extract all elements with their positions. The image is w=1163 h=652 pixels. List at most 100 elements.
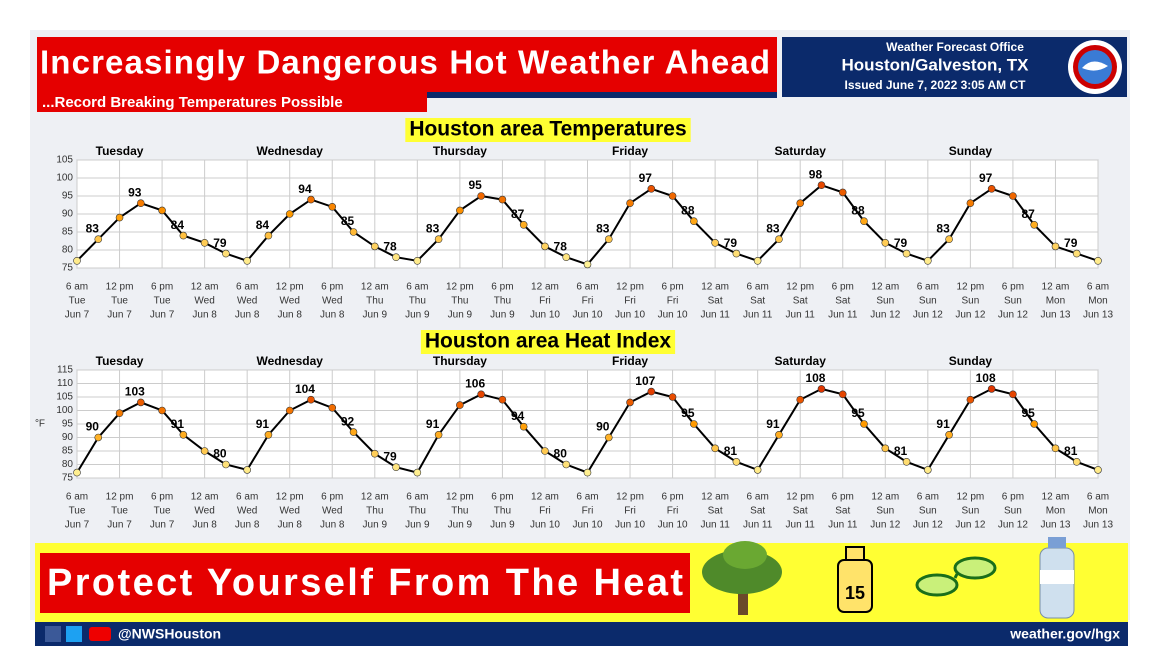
x-tick-weekday: Wed bbox=[322, 296, 342, 307]
data-point bbox=[1051, 444, 1060, 453]
data-point bbox=[413, 468, 422, 477]
x-tick-date: Jun 7 bbox=[65, 520, 90, 531]
data-point bbox=[1030, 420, 1038, 428]
location: Houston/Galveston, TX bbox=[841, 55, 1029, 74]
x-tick-date: Jun 10 bbox=[572, 310, 602, 321]
data-point bbox=[328, 403, 337, 412]
x-tick-weekday: Wed bbox=[237, 296, 257, 307]
twitter-icon[interactable] bbox=[66, 626, 82, 642]
handle[interactable]: @NWSHouston bbox=[118, 626, 221, 642]
x-tick-label: 12 am bbox=[701, 492, 729, 503]
data-point bbox=[158, 406, 166, 415]
x-tick-date: Jun 9 bbox=[363, 520, 388, 531]
y-tick-label: 95 bbox=[62, 191, 74, 202]
y-tick-label: 100 bbox=[56, 405, 73, 416]
data-point bbox=[1009, 390, 1017, 399]
data-label: 91 bbox=[936, 417, 950, 431]
x-tick-weekday: Sun bbox=[919, 296, 937, 307]
data-point bbox=[945, 430, 953, 439]
data-label: 88 bbox=[851, 203, 865, 217]
day-label: Friday bbox=[612, 354, 648, 368]
chart-title: Houston area Heat Index bbox=[425, 330, 672, 353]
x-tick-weekday: Sun bbox=[876, 506, 894, 517]
x-tick-date: Jun 8 bbox=[192, 310, 217, 321]
x-tick-label: 12 am bbox=[871, 492, 899, 503]
x-tick-label: 12 pm bbox=[786, 492, 814, 503]
data-point bbox=[541, 447, 549, 455]
site[interactable]: weather.gov/hgx bbox=[1009, 626, 1120, 642]
x-tick-label: 12 pm bbox=[616, 492, 644, 503]
data-point bbox=[115, 213, 124, 222]
y-tick-label: 80 bbox=[62, 245, 74, 256]
stripe bbox=[427, 92, 777, 98]
x-tick-label: 6 pm bbox=[1002, 492, 1024, 503]
x-tick-date: Jun 9 bbox=[363, 310, 388, 321]
svg-text:15: 15 bbox=[845, 583, 865, 603]
tree-icon bbox=[702, 541, 782, 615]
x-tick-label: 6 am bbox=[236, 282, 258, 293]
data-point bbox=[307, 195, 315, 204]
x-tick-weekday: Fri bbox=[624, 506, 636, 517]
data-point bbox=[541, 242, 549, 251]
x-tick-date: Jun 12 bbox=[870, 520, 900, 531]
x-tick-weekday: Sat bbox=[708, 506, 723, 517]
x-tick-label: 12 pm bbox=[446, 492, 474, 503]
x-tick-label: 12 am bbox=[361, 492, 389, 503]
x-tick-weekday: Fri bbox=[624, 296, 636, 307]
x-tick-label: 12 am bbox=[361, 282, 389, 293]
day-label: Wednesday bbox=[256, 144, 323, 158]
x-tick-date: Jun 13 bbox=[1040, 310, 1070, 321]
data-label: 83 bbox=[426, 221, 440, 235]
x-tick-label: 12 am bbox=[871, 282, 899, 293]
data-label: 85 bbox=[341, 214, 355, 228]
glasses-icon bbox=[915, 556, 997, 597]
data-point bbox=[583, 260, 592, 269]
day-label: Thursday bbox=[433, 144, 487, 158]
data-point bbox=[796, 199, 805, 207]
data-point bbox=[732, 457, 741, 466]
data-point bbox=[690, 420, 698, 428]
x-tick-label: 6 pm bbox=[832, 492, 854, 503]
x-tick-weekday: Thu bbox=[366, 296, 383, 307]
data-label: 88 bbox=[681, 203, 695, 217]
data-label: 78 bbox=[383, 239, 397, 253]
data-label: 79 bbox=[894, 236, 908, 250]
data-point bbox=[1094, 466, 1102, 474]
x-tick-label: 12 pm bbox=[446, 282, 474, 293]
subtitle-box bbox=[37, 92, 427, 112]
data-point bbox=[222, 249, 230, 258]
x-tick-weekday: Mon bbox=[1046, 506, 1065, 517]
x-tick-label: 12 pm bbox=[106, 282, 134, 293]
x-tick-weekday: Wed bbox=[194, 506, 214, 517]
x-tick-label: 6 pm bbox=[491, 282, 513, 293]
x-tick-weekday: Sat bbox=[835, 296, 850, 307]
data-label: 80 bbox=[554, 447, 568, 461]
x-tick-label: 6 pm bbox=[661, 282, 683, 293]
youtube-icon[interactable] bbox=[89, 627, 111, 641]
x-tick-label: 6 pm bbox=[151, 282, 173, 293]
x-tick-date: Jun 12 bbox=[955, 310, 985, 321]
x-tick-weekday: Tue bbox=[111, 506, 128, 517]
x-tick-date: Jun 9 bbox=[405, 520, 430, 531]
data-label: 106 bbox=[465, 376, 485, 390]
x-tick-date: Jun 8 bbox=[320, 520, 345, 531]
x-tick-weekday: Sun bbox=[1004, 296, 1022, 307]
data-label: 94 bbox=[511, 409, 525, 423]
facebook-icon[interactable] bbox=[45, 626, 61, 642]
data-point bbox=[434, 430, 443, 439]
x-tick-weekday: Sun bbox=[961, 296, 979, 307]
data-label: 84 bbox=[171, 218, 185, 232]
x-tick-date: Jun 9 bbox=[405, 310, 430, 321]
x-tick-weekday: Fri bbox=[582, 506, 594, 517]
x-tick-date: Jun 10 bbox=[658, 310, 688, 321]
x-tick-weekday: Mon bbox=[1088, 296, 1107, 307]
data-label: 91 bbox=[426, 417, 440, 431]
data-label: 81 bbox=[724, 444, 738, 458]
x-tick-label: 12 am bbox=[191, 282, 219, 293]
data-point bbox=[924, 256, 932, 265]
x-tick-weekday: Thu bbox=[366, 506, 383, 517]
data-point bbox=[1030, 221, 1038, 229]
data-point bbox=[902, 457, 911, 466]
data-point bbox=[711, 444, 719, 453]
